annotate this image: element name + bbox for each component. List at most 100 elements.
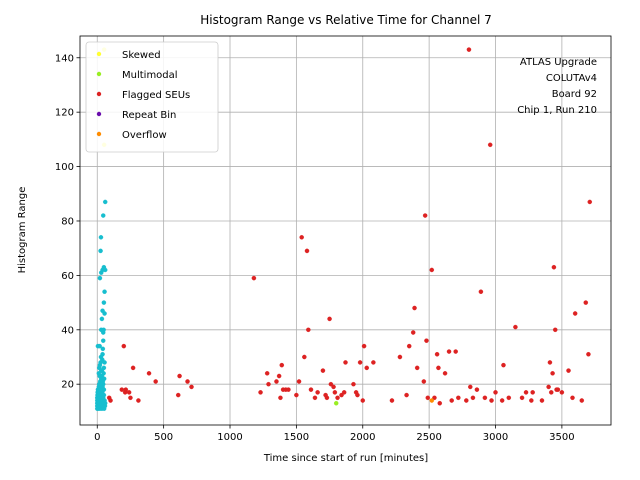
legend-label: Repeat Bin	[122, 110, 176, 121]
series-overflow	[429, 398, 435, 403]
legend-marker	[96, 131, 102, 137]
y-tick-label: 140	[55, 53, 74, 64]
legend-entry: Overflow	[96, 130, 167, 141]
data-point	[274, 379, 279, 384]
legend-label: Skewed	[122, 50, 161, 61]
data-point	[404, 392, 409, 398]
data-point	[102, 289, 107, 294]
data-point	[456, 395, 461, 401]
data-point	[102, 400, 108, 406]
y-tick-label: 20	[61, 380, 74, 391]
data-point	[324, 395, 330, 401]
data-point	[101, 327, 106, 333]
data-point	[371, 360, 376, 365]
data-point	[123, 387, 129, 392]
data-point	[98, 248, 103, 254]
grid-lines	[80, 36, 611, 425]
data-point	[299, 235, 304, 240]
data-point	[442, 371, 448, 376]
data-point	[130, 365, 136, 371]
data-point	[414, 365, 420, 371]
data-point	[304, 248, 310, 254]
legend-entry: Skewed	[96, 50, 161, 61]
data-point	[102, 267, 108, 273]
data-point	[425, 395, 431, 401]
data-point	[453, 349, 458, 354]
data-point	[546, 384, 551, 390]
data-point	[555, 387, 561, 392]
x-axis-ticks: 0 500 1000 1500 2000 2500 3000 3500	[94, 425, 575, 443]
data-point	[331, 384, 336, 390]
annotation-line-4: Chip 1, Run 210	[517, 105, 597, 116]
plot-frame	[79, 35, 612, 426]
x-tick-label: 2000	[350, 432, 375, 443]
data-point	[432, 395, 437, 401]
data-point	[361, 343, 367, 349]
data-point	[519, 395, 525, 401]
data-point	[449, 398, 454, 403]
data-point	[101, 365, 107, 371]
data-point	[421, 379, 427, 384]
x-tick-label: 1500	[284, 432, 309, 443]
data-point	[478, 289, 484, 294]
legend-label: Multimodal	[122, 70, 178, 81]
x-tick-label: 500	[154, 432, 173, 443]
data-point	[343, 360, 348, 365]
x-axis-label: Time since start of run [minutes]	[263, 453, 428, 464]
x-tick-label: 0	[94, 432, 100, 443]
data-point	[101, 300, 107, 305]
y-tick-label: 120	[55, 108, 74, 119]
data-point	[446, 349, 452, 354]
series-other	[95, 199, 108, 411]
data-point	[499, 398, 505, 403]
data-point	[185, 379, 190, 384]
data-point	[487, 142, 493, 148]
data-point	[335, 395, 340, 401]
annotation-line-3: Board 92	[552, 89, 597, 100]
data-point	[406, 343, 412, 349]
data-point	[177, 373, 182, 379]
data-point	[100, 352, 105, 357]
data-point	[315, 390, 320, 395]
data-point	[278, 395, 283, 401]
data-point	[279, 362, 285, 368]
y-tick-label: 100	[55, 162, 74, 173]
data-point	[296, 379, 302, 384]
data-point	[549, 390, 554, 395]
run-annotation: ATLAS Upgrade COLUTAv4 Board 92 Chip 1, …	[517, 57, 597, 116]
data-point	[264, 371, 270, 376]
legend-label: Flagged SEUs	[122, 90, 190, 101]
legend-marker	[96, 91, 102, 97]
data-point	[437, 400, 443, 406]
legend-entry: Flagged SEUs	[96, 90, 190, 101]
data-point	[327, 316, 332, 322]
data-point	[294, 392, 299, 398]
data-point	[146, 371, 152, 376]
data-point	[579, 398, 585, 403]
data-point	[136, 398, 141, 403]
legend-box	[85, 41, 219, 153]
legend-label: Overflow	[122, 130, 167, 141]
legend-marker	[96, 111, 102, 117]
data-point	[464, 398, 469, 403]
data-point	[550, 371, 555, 376]
data-point	[506, 395, 512, 401]
x-tick-label: 1000	[217, 432, 242, 443]
data-point	[320, 368, 326, 373]
data-point	[482, 395, 488, 401]
data-point	[434, 352, 440, 357]
data-point	[410, 330, 416, 335]
data-point	[102, 360, 107, 365]
data-point	[97, 275, 103, 281]
data-point	[530, 390, 535, 395]
data-point	[570, 395, 575, 401]
data-point	[474, 387, 480, 392]
data-point	[436, 365, 441, 371]
data-point	[566, 368, 571, 373]
y-axis-ticks: 20 40 60 80 100 120 140	[55, 53, 80, 391]
annotation-line-2: COLUTAv4	[546, 73, 597, 84]
data-point	[583, 300, 589, 305]
data-point	[429, 398, 435, 403]
data-point	[102, 199, 108, 205]
